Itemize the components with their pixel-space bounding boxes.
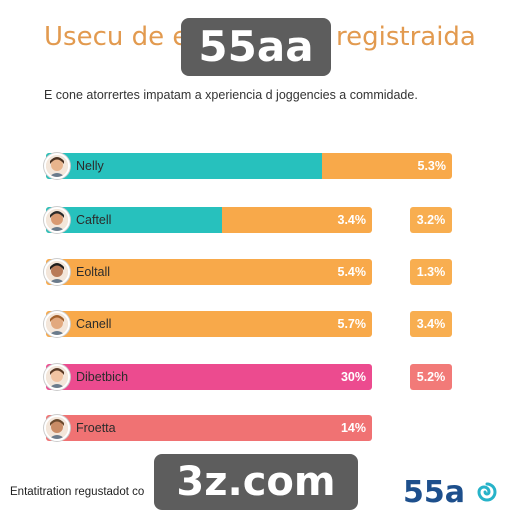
bar-row: Froetta 14% [46,415,372,441]
category-label: Dibetbich [76,370,129,384]
data-label: 14% [340,421,366,435]
bar-segment-primary [46,153,323,179]
bar-row: Canell 5.7% [46,311,372,337]
category-label: Froetta [76,421,116,435]
secondary-data-label: 1.3% [410,259,452,285]
bar-row: Eoltall 5.4% [46,259,372,285]
data-label: 3.4% [337,213,367,227]
bar-segment-remainder [46,311,372,337]
brand-logo: 55a [403,475,465,510]
data-label: 5.7% [337,317,367,331]
category-label: Caftell [76,213,112,227]
footer-text: Entatitration regustadot co [10,486,145,498]
person-avatar-icon [44,153,70,179]
person-avatar-icon [44,311,70,337]
secondary-data-label: 3.4% [410,311,452,337]
data-label: 5.3% [417,159,447,173]
bar-row: Dibetbich 30% [46,364,372,390]
person-avatar-icon [44,415,70,441]
bar-segment-remainder [46,415,372,441]
category-label: Nelly [76,159,104,173]
category-label: Canell [76,317,112,331]
person-avatar-icon [44,364,70,390]
bar-segment-remainder [46,364,372,390]
data-label: 5.4% [337,265,367,279]
data-label: 30% [340,370,366,384]
bar-segment-remainder [46,259,372,285]
watermark-badge-top: 55aa [181,18,331,76]
bar-row: Nelly 5.3% [46,153,452,179]
bar-segment-primary [46,207,223,233]
person-avatar-icon [44,207,70,233]
chart-subtitle: E cone atorrertes impatam a xperiencia d… [44,88,418,102]
bar-row: Caftell 3.4% [46,207,372,233]
person-avatar-icon [44,259,70,285]
swirl-icon [477,482,497,502]
watermark-badge-bottom: 3z.com [154,454,358,510]
category-label: Eoltall [76,265,111,279]
secondary-data-label: 3.2% [410,207,452,233]
secondary-data-label: 5.2% [410,364,452,390]
